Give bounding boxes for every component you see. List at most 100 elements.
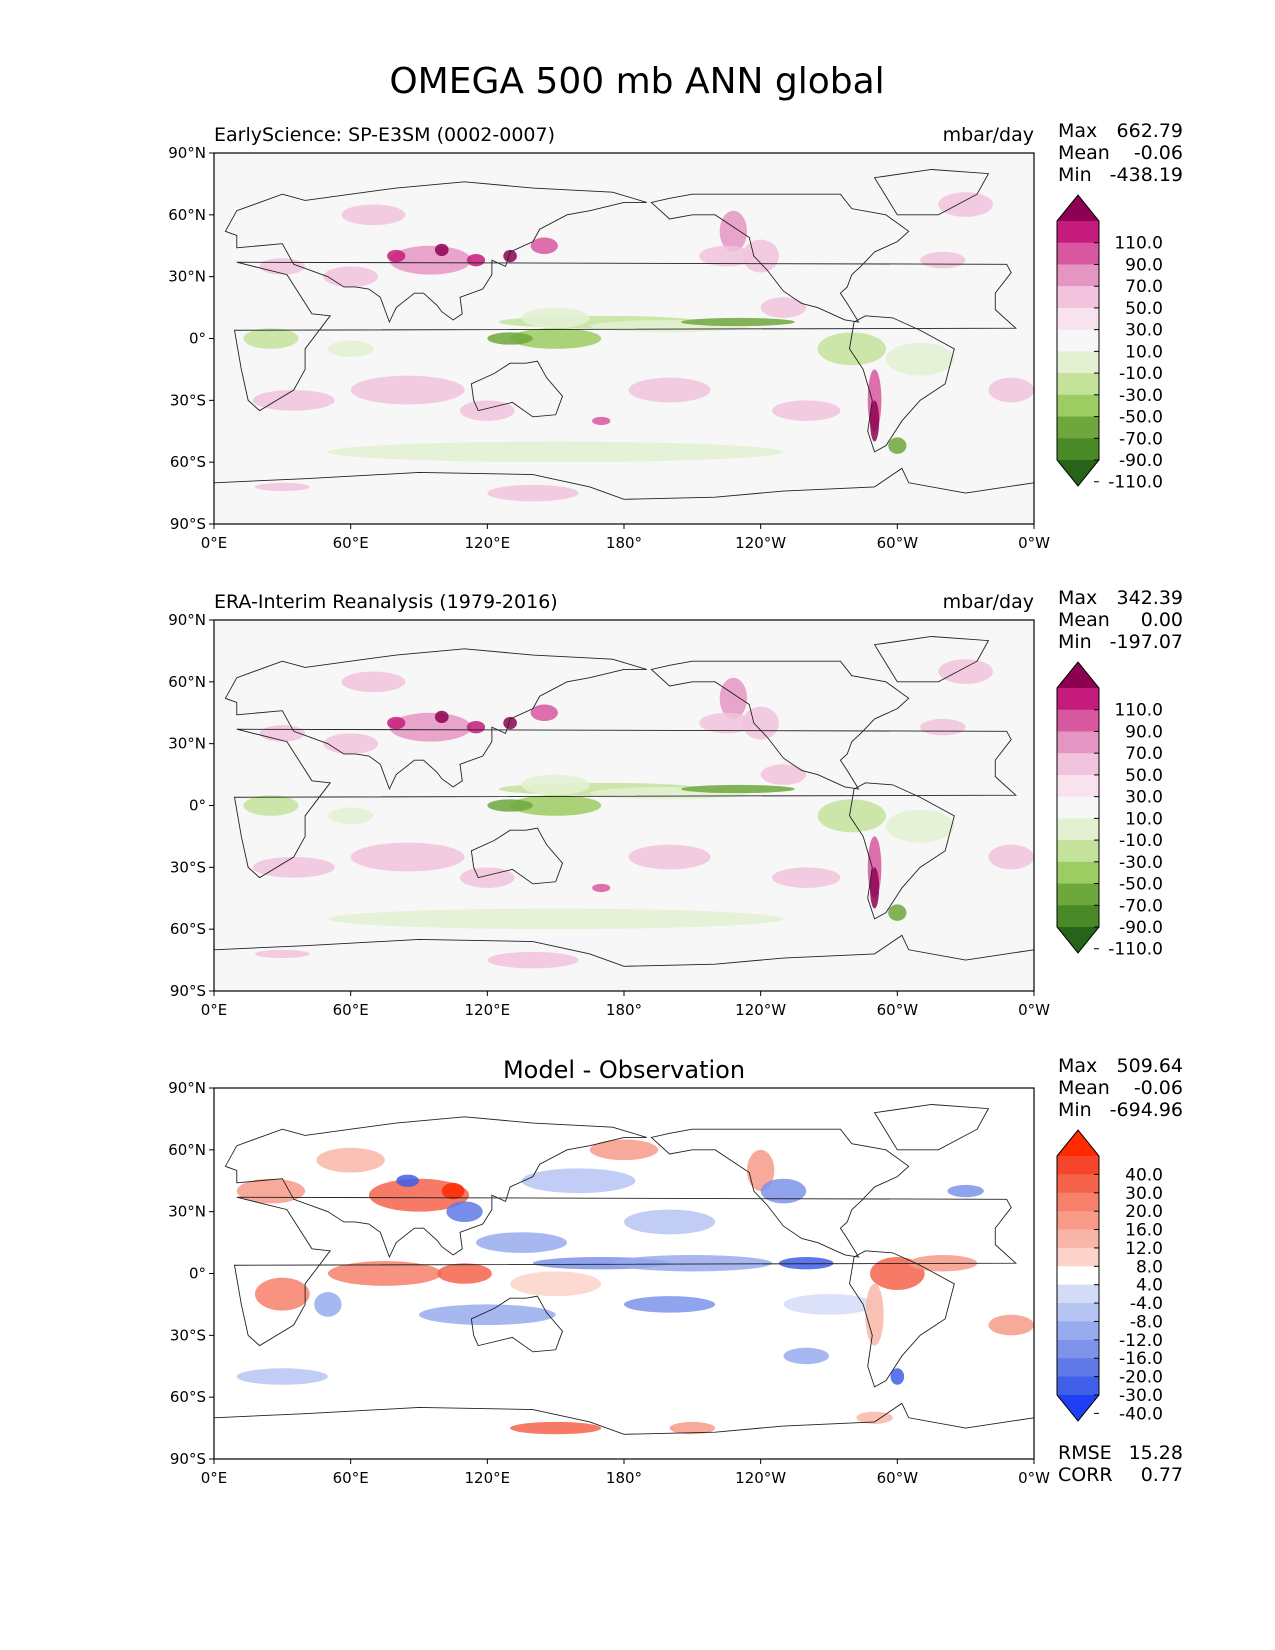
model-coastline bbox=[233, 261, 1017, 412]
difference-coastline bbox=[470, 1295, 564, 1353]
difference-coastline bbox=[224, 1116, 647, 1259]
difference-x-tick-label: 0°E bbox=[201, 1469, 228, 1487]
model-anomaly-patch bbox=[817, 332, 886, 366]
difference-anomaly-patch bbox=[947, 1184, 984, 1198]
model-colorbar-label: 10.0 bbox=[1125, 342, 1163, 362]
rmse-value: 15.28 bbox=[1129, 1442, 1183, 1464]
observation-colorbar-label: -50.0 bbox=[1119, 875, 1163, 895]
model-anomaly-patch bbox=[530, 237, 558, 254]
model-coastline bbox=[849, 315, 955, 453]
difference-anomaly-patch bbox=[327, 1261, 442, 1286]
difference-stat-value: -0.06 bbox=[1134, 1077, 1183, 1099]
observation-coastline bbox=[873, 636, 990, 683]
observation-map bbox=[214, 620, 1034, 991]
observation-colorbar-label: 10.0 bbox=[1125, 809, 1163, 829]
difference-anomaly-patch bbox=[316, 1147, 385, 1173]
difference-colorbar-label: -30.0 bbox=[1119, 1386, 1163, 1406]
difference-x-tick-label: 60°E bbox=[333, 1469, 369, 1487]
difference-colorbar-label: 30.0 bbox=[1125, 1184, 1163, 1204]
model-stat-value: 662.79 bbox=[1117, 120, 1183, 142]
model-x-tick-label: 0°W bbox=[1018, 534, 1050, 552]
difference-colorbar-label: 40.0 bbox=[1125, 1165, 1163, 1185]
difference-anomaly-patch bbox=[760, 1178, 807, 1204]
difference-colorbar-upper-extension bbox=[1057, 1130, 1099, 1156]
difference-colorbar-label: -16.0 bbox=[1119, 1349, 1163, 1369]
difference-anomaly-patch bbox=[865, 1283, 884, 1346]
model-stat-label: Mean bbox=[1058, 142, 1110, 164]
observation-colorbar-swatch bbox=[1057, 840, 1099, 863]
model-stat-value: -0.06 bbox=[1134, 142, 1183, 164]
difference-colorbar-label: 8.0 bbox=[1136, 1257, 1163, 1277]
observation-colorbar-label: 70.0 bbox=[1125, 744, 1163, 764]
model-colorbar-swatch bbox=[1057, 307, 1099, 331]
model-colorbar-swatch bbox=[1057, 242, 1099, 265]
difference-x-tick-label: 120°W bbox=[735, 1469, 786, 1487]
difference-anomaly-patch bbox=[783, 1347, 829, 1365]
observation-anomaly-patch bbox=[487, 799, 533, 812]
model-anomaly-patch bbox=[389, 245, 472, 275]
model-anomaly-patch bbox=[760, 297, 807, 318]
model-x-tick-label: 0°E bbox=[201, 534, 228, 552]
difference-colorbar-label: 12.0 bbox=[1125, 1239, 1163, 1259]
observation-x-tick-label: 120°E bbox=[465, 1001, 511, 1019]
observation-colorbar-label: 30.0 bbox=[1125, 788, 1163, 808]
difference-colorbar-swatch bbox=[1057, 1358, 1099, 1378]
observation-colorbar-swatch bbox=[1057, 796, 1099, 819]
difference-anomaly-patch bbox=[778, 1257, 834, 1270]
difference-anomaly-patch bbox=[988, 1314, 1034, 1336]
difference-colorbar-label: -8.0 bbox=[1130, 1312, 1163, 1332]
difference-y-tick-label: 30°S bbox=[170, 1326, 206, 1344]
observation-stat-label: Max bbox=[1058, 587, 1097, 609]
difference-x-tick-label: 180° bbox=[606, 1469, 642, 1487]
difference-y-tick-label: 90°N bbox=[168, 1079, 206, 1097]
difference-stat-label: Min bbox=[1058, 1099, 1092, 1121]
model-colorbar-swatch bbox=[1057, 329, 1099, 352]
observation-colorbar: 110.090.070.050.030.010.0-10.0-30.0-50.0… bbox=[1056, 661, 1163, 960]
difference-anomaly-patch bbox=[475, 1232, 568, 1253]
model-coastline bbox=[214, 467, 1034, 524]
figure-title: OMEGA 500 mb ANN global bbox=[389, 61, 884, 102]
difference-anomaly-patch bbox=[446, 1201, 483, 1222]
model-anomaly-patch bbox=[920, 251, 966, 269]
model-y-tick-label: 0° bbox=[189, 330, 206, 348]
observation-anomaly-patch bbox=[503, 716, 517, 730]
model-anomaly-patch bbox=[434, 243, 449, 257]
observation-anomaly-patch bbox=[252, 857, 335, 878]
model-coastline bbox=[873, 169, 990, 216]
observation-anomaly-patch bbox=[510, 795, 602, 816]
difference-y-tick-label: 60°N bbox=[168, 1141, 206, 1159]
observation-y-tick-label: 30°S bbox=[170, 858, 206, 876]
difference-colorbar: 40.030.020.016.012.08.04.0-4.0-8.0-12.0-… bbox=[1056, 1129, 1163, 1424]
observation-colorbar-label: 90.0 bbox=[1125, 722, 1163, 742]
observation-x-tick-label: 0°W bbox=[1018, 1001, 1050, 1019]
model-x-tick-label: 120°W bbox=[735, 534, 786, 552]
difference-colorbar-label: -40.0 bbox=[1119, 1404, 1163, 1424]
model-x-tick-label: 60°W bbox=[877, 534, 919, 552]
observation-anomaly-patch bbox=[341, 671, 406, 693]
observation-anomaly-patch bbox=[350, 842, 465, 872]
observation-anomaly-patch bbox=[719, 677, 747, 719]
observation-stat-label: Min bbox=[1058, 631, 1092, 653]
model-anomaly-patch bbox=[243, 328, 299, 349]
observation-coastline bbox=[650, 660, 910, 790]
observation-y-tick-label: 0° bbox=[189, 797, 206, 815]
difference-colorbar-label: -12.0 bbox=[1119, 1331, 1163, 1351]
observation-x-tick-label: 0°E bbox=[201, 1001, 228, 1019]
difference-coastline bbox=[849, 1250, 955, 1388]
model-colorbar-label: 110.0 bbox=[1114, 234, 1163, 254]
model-coastline bbox=[650, 193, 910, 323]
observation-y-tick-label: 30°N bbox=[168, 735, 206, 753]
observation-colorbar-swatch bbox=[1057, 905, 1099, 928]
model-title: EarlyScience: SP-E3SM (0002-0007) bbox=[214, 124, 555, 146]
observation-anomaly-patch bbox=[323, 733, 378, 754]
difference-stat-label: Max bbox=[1058, 1055, 1097, 1077]
model-y-tick-label: 60°N bbox=[168, 206, 206, 224]
model-colorbar-label: -90.0 bbox=[1119, 451, 1163, 471]
panel-observation: 0°E 60°E 120°E 180° 120°W 60°W 0°W 90°N 60°N 30°N… bbox=[168, 587, 1183, 1019]
difference-anomaly-patch bbox=[255, 1277, 310, 1311]
observation-x-tick-label: 60°E bbox=[333, 1001, 369, 1019]
model-anomaly-patch bbox=[628, 377, 711, 403]
difference-coastline bbox=[233, 1196, 1017, 1347]
model-colorbar: 110.090.070.050.030.010.0-10.0-30.0-50.0… bbox=[1056, 194, 1163, 493]
difference-colorbar-swatch bbox=[1057, 1376, 1099, 1396]
